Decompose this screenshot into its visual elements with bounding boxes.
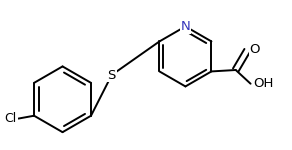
Text: S: S (107, 69, 116, 81)
Text: O: O (249, 43, 260, 56)
Text: OH: OH (253, 77, 273, 90)
Text: N: N (180, 20, 190, 33)
Text: Cl: Cl (5, 112, 17, 125)
